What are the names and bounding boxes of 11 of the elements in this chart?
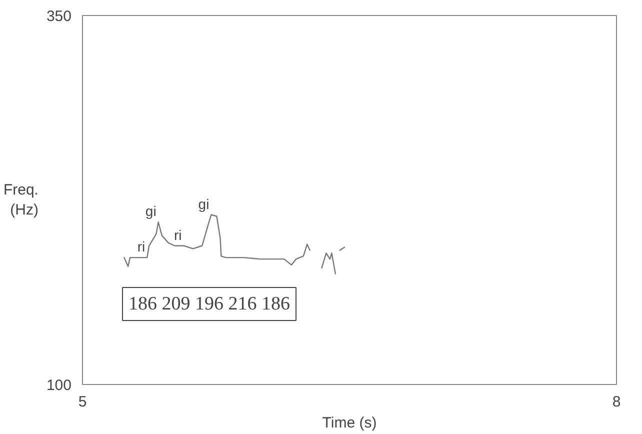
annotation: 186 209 196 216 186 <box>128 294 290 314</box>
x-tick-label: 8 <box>612 394 621 410</box>
annotation: gi <box>198 196 210 212</box>
annotation: ri <box>137 238 146 255</box>
y-axis-title: Freq. (Hz) <box>3 181 38 219</box>
annotation: ri <box>174 226 182 243</box>
y-tick-label: 350 <box>46 8 72 25</box>
y-tick-label: 100 <box>46 377 72 394</box>
x-tick-label: 5 <box>78 394 87 410</box>
x-axis-title: Time (s) <box>322 414 377 432</box>
annotation: gi <box>145 203 156 220</box>
